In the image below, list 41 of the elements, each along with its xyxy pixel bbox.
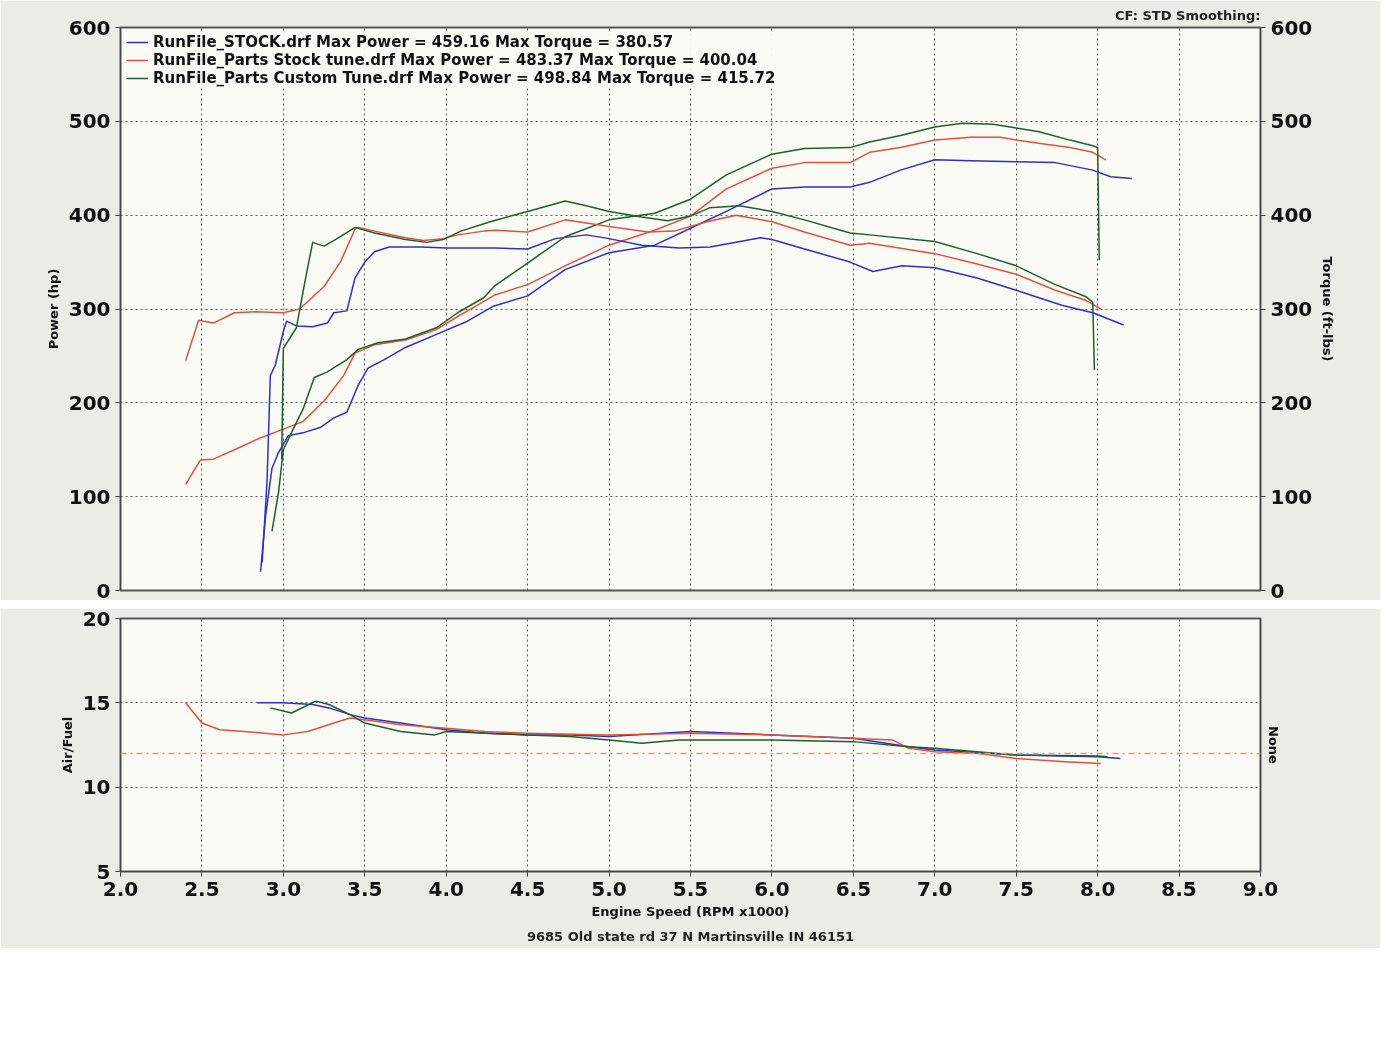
x-tick-label: 5.5 — [672, 876, 709, 901]
y2-tick-label: 400 — [1270, 203, 1313, 228]
y-tick-label: 300 — [68, 297, 111, 321]
y2-tick-label: 600 — [1270, 15, 1313, 40]
y-tick-label: 20 — [82, 606, 111, 631]
y2-axis-title: None — [1265, 726, 1281, 765]
x-tick-label: 2.5 — [184, 876, 220, 901]
legend-label: RunFile_Parts Stock tune.drf Max Power = 483.37 Max Torque = 400.04 — [153, 51, 758, 69]
x-tick-label: 4.0 — [428, 876, 464, 901]
y-tick-label: 400 — [68, 203, 111, 228]
x-tick-label: 8.0 — [1079, 876, 1116, 901]
y-tick-label: 0 — [96, 578, 111, 603]
legend-label: RunFile_Parts Custom Tune.drf Max Power = 498.84 Max Torque = 415.72 — [153, 69, 776, 87]
text: CF: STD Smoothing: — [1115, 7, 1261, 23]
x-tick-label: 7.5 — [998, 876, 1034, 901]
x-tick-label: 9.0 — [1242, 876, 1279, 901]
legend-label: RunFile_STOCK.drf Max Power = 459.16 Max Torque = 380.57 — [153, 33, 674, 51]
x-axis-title: Engine Speed (RPM x1000) — [591, 903, 790, 919]
y2-tick-label: 300 — [1270, 297, 1313, 321]
x-tick-label: 6.5 — [835, 876, 872, 901]
y2-tick-label: 100 — [1270, 484, 1313, 509]
y-axis-title: Air/Fuel — [59, 716, 75, 774]
x-tick-label: 8.5 — [1161, 876, 1197, 901]
y-tick-label: 600 — [68, 15, 111, 40]
y2-tick-label: 500 — [1270, 109, 1313, 134]
x-tick-label: 3.5 — [347, 876, 383, 901]
x-tick-label: 7.0 — [917, 876, 953, 901]
y-axis-title: Power (hp) — [45, 268, 61, 350]
text: 9685 Old state rd 37 N Martinsville IN 46151 — [526, 928, 855, 944]
x-tick-label: 6.0 — [754, 876, 790, 901]
y2-tick-label: 200 — [1270, 390, 1313, 415]
y-tick-label: 100 — [68, 484, 111, 509]
y-tick-label: 500 — [68, 109, 111, 134]
x-tick-label: 5.0 — [591, 876, 627, 901]
x-tick-label: 4.5 — [509, 876, 546, 901]
y-tick-label: 10 — [82, 775, 111, 800]
y-tick-label: 15 — [82, 690, 111, 715]
y2-axis-title: Torque (ft-lbs) — [1320, 256, 1336, 362]
y-tick-label: 200 — [68, 390, 111, 415]
x-tick-label: 3.0 — [265, 876, 302, 901]
y2-tick-label: 0 — [1270, 578, 1285, 603]
